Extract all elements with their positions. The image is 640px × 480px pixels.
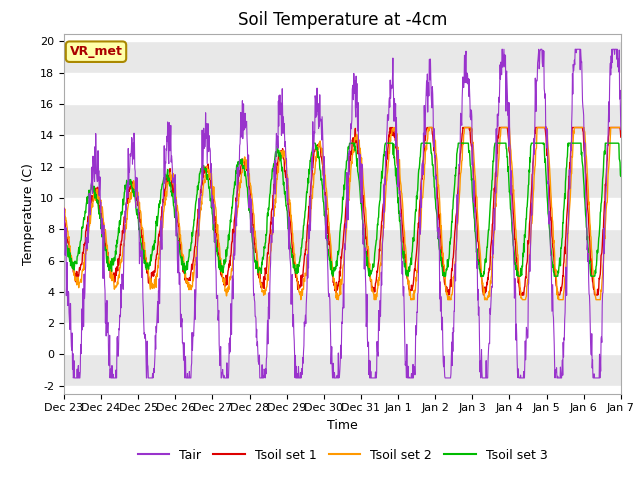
Bar xyxy=(64,261,621,292)
X-axis label: Time: Time xyxy=(327,419,358,432)
Title: Soil Temperature at -4cm: Soil Temperature at -4cm xyxy=(237,11,447,29)
Bar xyxy=(64,198,621,229)
Bar xyxy=(64,167,621,198)
Text: VR_met: VR_met xyxy=(70,45,122,58)
Bar xyxy=(64,229,621,261)
Bar xyxy=(64,292,621,323)
Bar xyxy=(64,104,621,135)
Bar xyxy=(64,354,621,386)
Bar xyxy=(64,323,621,354)
Bar xyxy=(64,73,621,104)
Legend: Tair, Tsoil set 1, Tsoil set 2, Tsoil set 3: Tair, Tsoil set 1, Tsoil set 2, Tsoil se… xyxy=(132,444,552,467)
Y-axis label: Temperature (C): Temperature (C) xyxy=(22,163,35,264)
Bar xyxy=(64,41,621,73)
Bar xyxy=(64,135,621,167)
